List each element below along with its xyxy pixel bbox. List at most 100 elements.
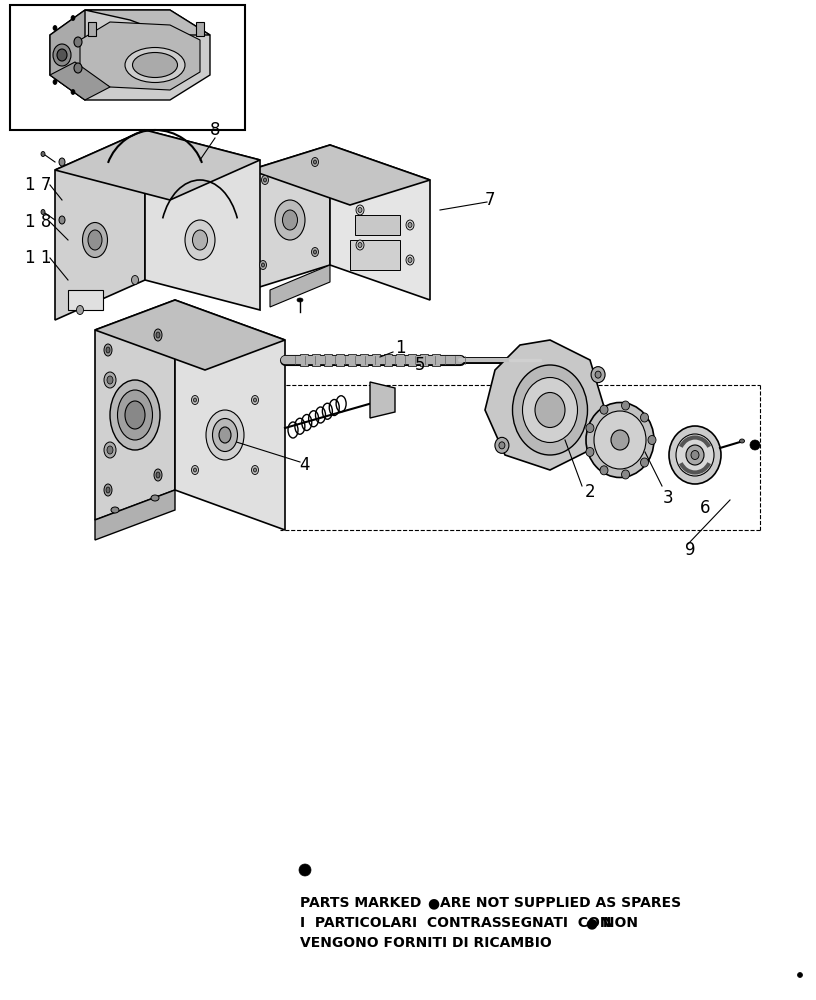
Ellipse shape	[212, 418, 237, 452]
Polygon shape	[370, 382, 395, 418]
Ellipse shape	[131, 275, 139, 284]
Ellipse shape	[358, 242, 362, 247]
Ellipse shape	[254, 468, 256, 472]
Text: 4: 4	[299, 456, 310, 474]
Polygon shape	[50, 10, 210, 100]
Ellipse shape	[275, 200, 305, 240]
Ellipse shape	[104, 484, 112, 496]
Polygon shape	[250, 145, 430, 205]
Text: ●: ●	[427, 896, 439, 910]
Ellipse shape	[154, 329, 162, 341]
Ellipse shape	[125, 401, 145, 429]
Ellipse shape	[251, 395, 259, 404]
Ellipse shape	[193, 230, 207, 250]
Ellipse shape	[499, 442, 505, 449]
Polygon shape	[95, 490, 175, 540]
Text: PARTS MARKED: PARTS MARKED	[300, 896, 426, 910]
Text: I  PARTICOLARI  CONTRASSEGNATI  CON: I PARTICOLARI CONTRASSEGNATI CON	[300, 916, 616, 930]
Ellipse shape	[185, 220, 215, 260]
Ellipse shape	[111, 507, 119, 513]
Polygon shape	[95, 300, 175, 520]
Bar	[324, 354, 332, 366]
Ellipse shape	[41, 210, 45, 215]
Polygon shape	[95, 300, 285, 370]
Ellipse shape	[104, 372, 116, 388]
Ellipse shape	[313, 160, 317, 164]
Polygon shape	[145, 130, 260, 310]
Text: ●: ●	[585, 916, 597, 930]
Ellipse shape	[406, 255, 414, 265]
Text: 1: 1	[395, 339, 406, 357]
Text: 8: 8	[210, 121, 220, 139]
Bar	[360, 354, 368, 366]
Ellipse shape	[110, 380, 160, 450]
Ellipse shape	[106, 347, 110, 353]
Ellipse shape	[151, 495, 159, 501]
Bar	[350, 240, 400, 270]
Ellipse shape	[594, 411, 646, 469]
Ellipse shape	[59, 216, 65, 224]
Ellipse shape	[648, 436, 656, 444]
Ellipse shape	[595, 371, 601, 378]
Text: 5: 5	[415, 356, 425, 374]
Polygon shape	[330, 145, 430, 300]
Ellipse shape	[118, 390, 153, 440]
Ellipse shape	[251, 466, 259, 475]
Ellipse shape	[254, 398, 256, 402]
Ellipse shape	[408, 223, 412, 228]
Ellipse shape	[297, 298, 303, 302]
Text: 1 7: 1 7	[24, 176, 51, 194]
Ellipse shape	[358, 208, 362, 213]
Ellipse shape	[132, 52, 178, 78]
Bar	[432, 354, 440, 366]
Ellipse shape	[156, 472, 160, 478]
Text: NON: NON	[598, 916, 638, 930]
Ellipse shape	[104, 442, 116, 458]
Ellipse shape	[313, 250, 317, 254]
Text: 2: 2	[585, 483, 596, 501]
Text: 1 1: 1 1	[24, 249, 51, 267]
Ellipse shape	[641, 458, 649, 467]
Ellipse shape	[356, 240, 364, 250]
Bar	[408, 354, 416, 366]
Ellipse shape	[600, 405, 608, 414]
Ellipse shape	[82, 223, 108, 257]
Ellipse shape	[206, 410, 244, 460]
Polygon shape	[175, 300, 285, 530]
Ellipse shape	[299, 864, 311, 876]
Ellipse shape	[408, 257, 412, 262]
Ellipse shape	[107, 446, 113, 454]
Ellipse shape	[535, 392, 565, 428]
Text: 9: 9	[685, 541, 695, 559]
Ellipse shape	[312, 157, 318, 166]
Ellipse shape	[586, 402, 654, 478]
Ellipse shape	[74, 63, 82, 73]
Ellipse shape	[259, 260, 267, 269]
Ellipse shape	[750, 440, 760, 450]
Polygon shape	[55, 130, 145, 320]
Ellipse shape	[71, 15, 75, 20]
Text: 6: 6	[700, 499, 710, 517]
Ellipse shape	[739, 439, 744, 443]
Ellipse shape	[193, 468, 197, 472]
Ellipse shape	[107, 376, 113, 384]
Bar	[312, 354, 320, 366]
Polygon shape	[270, 265, 330, 307]
Ellipse shape	[125, 47, 185, 83]
Ellipse shape	[53, 80, 57, 85]
Polygon shape	[80, 22, 200, 90]
Ellipse shape	[261, 176, 268, 184]
Polygon shape	[85, 10, 210, 35]
Ellipse shape	[219, 427, 231, 443]
Bar	[372, 354, 380, 366]
Ellipse shape	[522, 377, 578, 442]
Ellipse shape	[53, 25, 57, 30]
Bar	[336, 354, 344, 366]
Ellipse shape	[88, 230, 102, 250]
Bar	[88, 22, 96, 36]
Bar	[10, 5, 245, 130]
Ellipse shape	[641, 413, 649, 422]
Ellipse shape	[193, 398, 197, 402]
Ellipse shape	[312, 247, 318, 256]
Ellipse shape	[104, 344, 112, 356]
